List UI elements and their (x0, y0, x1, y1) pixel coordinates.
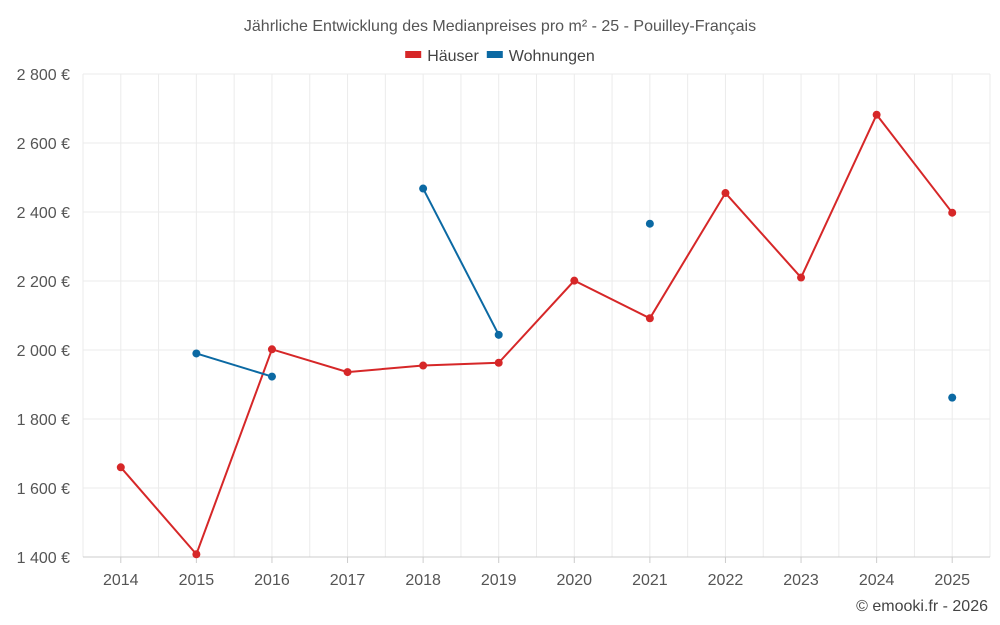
legend-swatch (405, 51, 422, 58)
data-point[interactable] (192, 550, 201, 559)
series-0 (116, 110, 957, 559)
x-tick-label: 2015 (179, 572, 215, 589)
y-tick-label: 1 400 € (17, 550, 70, 567)
data-point[interactable] (494, 330, 503, 339)
data-point[interactable] (267, 345, 276, 354)
y-tick-label: 2 200 € (17, 274, 70, 291)
y-tick-label: 2 600 € (17, 136, 70, 153)
data-point[interactable] (570, 276, 579, 285)
x-tick-label: 2021 (632, 572, 668, 589)
chart-title: Jährliche Entwicklung des Medianpreises … (244, 18, 756, 35)
y-tick-label: 1 800 € (17, 412, 70, 429)
data-point[interactable] (116, 463, 125, 472)
y-tick-label: 2 800 € (17, 67, 70, 84)
series-line (196, 352, 273, 378)
data-point[interactable] (192, 349, 201, 358)
data-point[interactable] (419, 361, 428, 370)
x-tick-label: 2025 (934, 572, 970, 589)
data-point[interactable] (948, 208, 957, 217)
x-tick-label: 2014 (103, 572, 139, 589)
series-line (120, 112, 954, 557)
x-tick-label: 2017 (330, 572, 366, 589)
data-point[interactable] (343, 368, 352, 377)
x-tick-label: 2022 (708, 572, 744, 589)
data-point[interactable] (494, 358, 503, 367)
grid (82, 73, 991, 557)
x-tick-label: 2018 (405, 572, 441, 589)
x-tick-label: 2019 (481, 572, 517, 589)
x-tick-label: 2023 (783, 572, 819, 589)
legend-label: Wohnungen (509, 48, 595, 65)
legend-swatch (486, 51, 503, 58)
legend-label: Häuser (427, 48, 479, 65)
data-point[interactable] (267, 372, 276, 381)
y-axis: 1 400 € 1 600 € 1 800 € 2 000 € 2 200 € 2 400… (17, 67, 70, 567)
legend-item[interactable]: Häuser (405, 48, 479, 65)
x-tick-label: 2024 (859, 572, 895, 589)
data-point[interactable] (721, 189, 730, 198)
data-point[interactable] (872, 110, 881, 119)
credit-text: © emooki.fr - 2026 (856, 598, 988, 615)
data-point[interactable] (948, 393, 957, 402)
y-tick-label: 2 400 € (17, 205, 70, 222)
y-tick-label: 1 600 € (17, 481, 70, 498)
x-tick-label: 2020 (556, 572, 592, 589)
data-point[interactable] (419, 184, 428, 193)
series-group (116, 110, 957, 559)
legend: Häuser Wohnungen (405, 48, 595, 65)
data-point[interactable] (645, 219, 654, 228)
y-tick-label: 2 000 € (17, 343, 70, 360)
data-point[interactable] (797, 273, 806, 282)
legend-item[interactable]: Wohnungen (486, 48, 595, 65)
series-line (422, 188, 500, 336)
x-axis: 2014 2015 2016 2017 2018 2019 2020 2021 2022 2023… (83, 556, 990, 589)
data-point[interactable] (645, 314, 654, 323)
x-tick-label: 2016 (254, 572, 290, 589)
series-1 (192, 184, 957, 402)
